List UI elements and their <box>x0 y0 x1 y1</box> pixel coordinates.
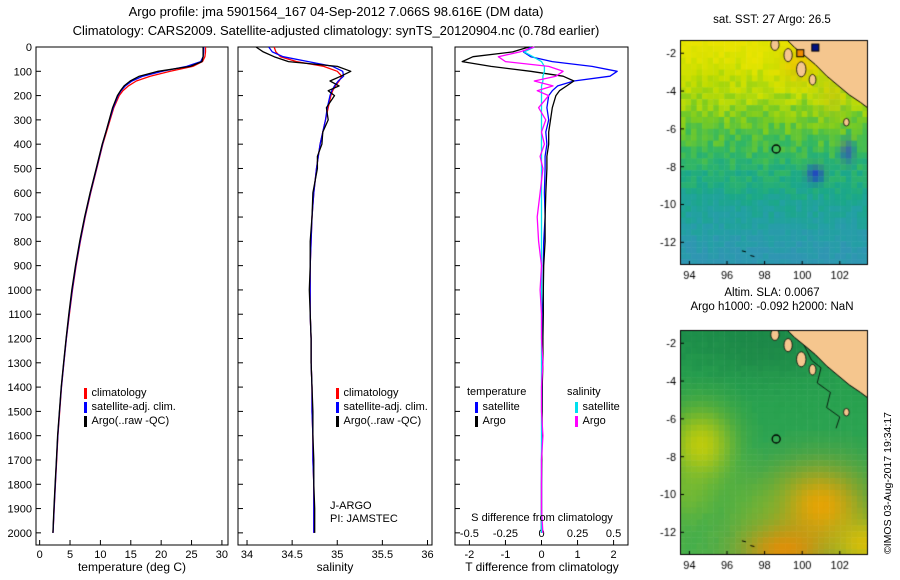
x-tick-label: 15 <box>125 549 137 561</box>
figure-title-line2: Climatology: CARS2009. Satellite-adjuste… <box>72 23 600 38</box>
x-tick-label: 30 <box>216 549 228 561</box>
legend-item-satellite-clim: satellite-adj. clim. <box>84 400 176 414</box>
sla-title-line1: Altim. SLA: 0.0067 <box>724 287 820 299</box>
depth-tick-label: 100 <box>14 66 32 78</box>
satellite-clim-swatch <box>84 401 87 413</box>
depth-tick-label: 1100 <box>8 309 32 321</box>
diff-temp-legend-header: temperature <box>467 386 527 398</box>
s-axis-tick-label: 0.5 <box>606 528 621 540</box>
legend-item-argo: Argo(..raw -QC) <box>336 414 428 428</box>
depth-tick-label: 1700 <box>8 455 32 467</box>
depth-tick-label: 1900 <box>8 504 32 516</box>
pi-line: PI: JAMSTEC <box>330 513 398 525</box>
x-tick-label: 25 <box>185 549 197 561</box>
depth-tick-label: 1800 <box>8 479 32 491</box>
difference-xlabel: T difference from climatology <box>465 560 619 574</box>
salinity-legend: climatology satellite-adj. clim. Argo(..… <box>336 386 428 428</box>
series-T-diff-argo <box>461 46 575 533</box>
depth-tick-label: 1500 <box>8 406 32 418</box>
x-tick-label: 34.5 <box>281 549 302 561</box>
legend-item-argo-T: Argo <box>475 414 526 428</box>
depth-tick-label: 500 <box>14 163 32 175</box>
depth-tick-label: 700 <box>14 212 32 224</box>
series-argo <box>255 46 352 533</box>
climatology-swatch <box>84 387 87 399</box>
climatology-swatch <box>336 387 339 399</box>
temperature-legend: climatology satellite-adj. clim. Argo(..… <box>84 386 176 428</box>
argo-T-swatch <box>475 415 478 427</box>
x-tick-label: 2 <box>611 549 617 561</box>
depth-tick-label: 1600 <box>8 431 32 443</box>
depth-tick-label: 1000 <box>8 285 32 297</box>
temperature-xlabel: temperature (deg C) <box>77 560 187 574</box>
depth-tick-label: 400 <box>14 139 32 151</box>
diff-sal-legend-header: salinity <box>567 386 601 398</box>
depth-tick-label: 600 <box>14 188 32 200</box>
argo-swatch <box>336 415 339 427</box>
legend-item-satellite-T: satellite <box>475 400 526 414</box>
copyright-watermark: ©IMOS 03-Aug-2017 19:34:17 <box>882 412 894 554</box>
x-tick-label: 35 <box>331 549 343 561</box>
salinity-xlabel: salinity <box>316 560 354 574</box>
s-axis-tick-label: -0.5 <box>460 528 479 540</box>
x-tick-label: 34 <box>241 549 253 561</box>
x-tick-label: 5 <box>67 549 73 561</box>
series-climatology <box>52 47 207 533</box>
s-axis-tick-label: 0 <box>538 528 544 540</box>
jargo-annotation: J-ARGO PI: JAMSTEC <box>330 500 398 526</box>
series-satellite-adj-clim <box>52 47 205 533</box>
x-tick-label: -1 <box>501 549 511 561</box>
depth-tick-label: 1200 <box>8 334 32 346</box>
diff-temperature-legend: temperature satellite Argo <box>467 386 526 428</box>
depth-tick-label: 200 <box>14 91 32 103</box>
legend-item-satellite-clim: satellite-adj. clim. <box>336 400 428 414</box>
x-tick-label: 20 <box>155 549 167 561</box>
series-S-diff-argo <box>497 46 564 533</box>
depth-tick-label: 0 <box>26 42 32 54</box>
series-T-diff-satellite <box>522 46 618 533</box>
x-tick-label: 35.5 <box>372 549 393 561</box>
depth-tick-label: 1400 <box>8 382 32 394</box>
x-tick-label: -2 <box>465 549 475 561</box>
series-climatology <box>273 46 343 533</box>
sst-map-title: sat. SST: 27 Argo: 26.5 <box>713 14 831 26</box>
s-difference-label: S difference from climatology <box>471 512 613 524</box>
legend-item-argo-S: Argo <box>575 414 620 428</box>
depth-tick-label: 800 <box>14 236 32 248</box>
legend-item-satellite-S: satellite <box>575 400 620 414</box>
x-tick-label: 0 <box>538 549 544 561</box>
depth-tick-label: 1300 <box>8 358 32 370</box>
depth-tick-label: 2000 <box>8 528 32 540</box>
series-argo <box>52 47 204 533</box>
salinity-profile-panel: 34 34.5 35 35.5 36 <box>237 46 434 561</box>
x-tick-label: 10 <box>94 549 106 561</box>
x-tick-label: 1 <box>574 549 580 561</box>
argo-S-swatch <box>575 415 578 427</box>
temperature-profile-panel: 0 5 10 15 20 25 300100200300400500600700800900… <box>8 42 229 561</box>
x-tick-label: 36 <box>421 549 433 561</box>
satellite-clim-swatch <box>336 401 339 413</box>
diff-salinity-legend: salinity satellite Argo <box>567 386 620 428</box>
satellite-T-swatch <box>475 401 478 413</box>
x-tick-label: 0 <box>37 549 43 561</box>
satellite-S-swatch <box>575 401 578 413</box>
s-axis-tick-label: -0.25 <box>493 528 518 540</box>
difference-profile-panel: -2 -1 0 1 2 -0.5 -0.25 0 0.25 0.5 <box>454 46 629 561</box>
s-axis-tick-label: 0.25 <box>567 528 588 540</box>
legend-item-climatology: climatology <box>84 386 176 400</box>
depth-tick-label: 900 <box>14 261 32 273</box>
legend-item-argo: Argo(..raw -QC) <box>84 414 176 428</box>
jargo-line: J-ARGO <box>330 500 372 512</box>
sla-title-line2: Argo h1000: -0.092 h2000: NaN <box>690 301 854 313</box>
series-satellite-adj-clim <box>268 46 345 533</box>
depth-tick-label: 300 <box>14 115 32 127</box>
legend-item-climatology: climatology <box>336 386 428 400</box>
argo-swatch <box>84 415 87 427</box>
figure-title-line1: Argo profile: jma 5901564_167 04-Sep-201… <box>128 4 544 19</box>
